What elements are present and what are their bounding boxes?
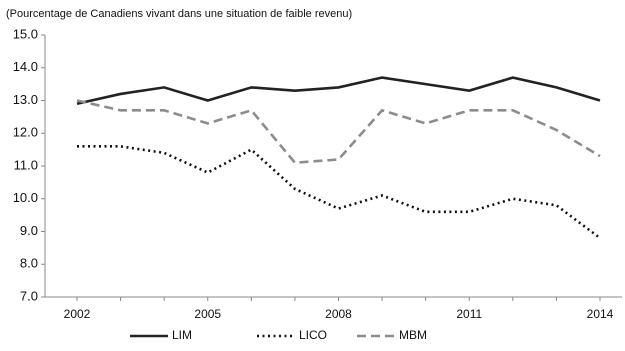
series-line (76, 99, 601, 165)
y-tick-label: 8.0 (20, 256, 38, 271)
series-line (76, 76, 601, 106)
y-tick-label: 10.0 (13, 190, 38, 205)
x-tick-label: 2014 (587, 307, 614, 321)
x-tick-label: 2005 (194, 307, 221, 321)
y-tick-label: 14.0 (13, 59, 38, 74)
y-tick-label: 12.0 (13, 125, 38, 140)
x-tick-label: 2011 (456, 307, 482, 321)
chart-title: (Pourcentage de Canadiens vivant dans un… (6, 8, 352, 20)
y-tick-label: 7.0 (20, 288, 38, 303)
x-tick-label: 2008 (325, 307, 352, 321)
legend-label: LIM (172, 328, 192, 342)
y-tick-label: 11.0 (14, 157, 38, 172)
legend-label: LICO (299, 328, 327, 342)
y-tick-label: 9.0 (20, 223, 38, 238)
x-tick-label: 2002 (64, 307, 91, 321)
legend-label: MBM (399, 328, 427, 342)
y-tick-label: 15.0 (13, 26, 38, 41)
y-tick-label: 13.0 (13, 92, 38, 107)
series-line (77, 145, 601, 240)
